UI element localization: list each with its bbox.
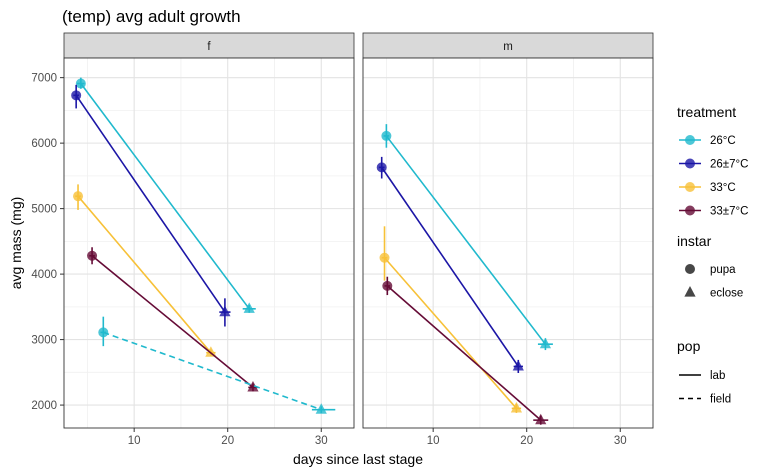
legend-label-treatment: 26°C xyxy=(710,135,736,147)
x-tick-label: 30 xyxy=(315,435,328,447)
data-point-eclose xyxy=(535,413,547,425)
x-tick-label: 20 xyxy=(221,435,234,447)
facet-strip-label-m: m xyxy=(503,41,513,53)
y-axis: 2000 3000 4000 5000 6000 7000 xyxy=(31,73,64,412)
y-axis-label: avg mass (mg) xyxy=(8,197,24,290)
y-tick-label: 6000 xyxy=(31,138,57,150)
data-point-pupa xyxy=(71,90,82,101)
legend-key-point xyxy=(685,135,695,145)
series-line-26°C-lab xyxy=(385,135,547,345)
series-line-33±7°C-lab xyxy=(386,285,542,421)
data-point-pupa xyxy=(381,130,392,141)
data-point-eclose xyxy=(243,302,255,313)
x-tick-label: 30 xyxy=(614,435,627,447)
grid-m xyxy=(363,58,653,428)
legend-label-pop: field xyxy=(710,394,731,406)
y-tick-label: 2000 xyxy=(31,400,57,412)
legend-label-instar: pupa xyxy=(710,264,736,276)
panel-border-f xyxy=(63,57,355,429)
legend-title-pop: pop xyxy=(677,338,701,354)
legend-key-triangle xyxy=(684,286,696,297)
y-tick-label: 4000 xyxy=(31,269,57,281)
x-tick-label: 10 xyxy=(128,435,141,447)
data-point-eclose xyxy=(247,380,259,392)
data-point-pupa xyxy=(379,252,390,263)
data-point-eclose xyxy=(512,359,524,371)
series-line-33°C-lab xyxy=(77,195,212,354)
data-point-eclose xyxy=(205,346,217,357)
legend-key-point xyxy=(685,158,695,169)
series-line-26±7°C-lab xyxy=(75,94,226,313)
series-line-26±7°C-lab xyxy=(381,166,519,367)
legend-key-circle xyxy=(685,264,695,274)
y-tick-label: 7000 xyxy=(31,73,57,85)
legend: treatment 26°C 26±7°C 33°C 33±7°C instar pupa e… xyxy=(677,104,748,406)
panel-background-m xyxy=(363,58,653,428)
facet-strip-label-f: f xyxy=(207,41,211,53)
y-tick-label: 5000 xyxy=(31,204,57,216)
data-point-eclose xyxy=(539,337,552,349)
series-line-33±7°C-lab xyxy=(91,255,254,389)
series-line-26°C-lab xyxy=(80,83,250,310)
legend-label-instar: eclose xyxy=(710,288,743,300)
x-axis: 10 20 30 10 20 30 xyxy=(128,428,627,447)
data-point-pupa xyxy=(73,191,84,202)
y-tick-label: 3000 xyxy=(31,335,57,347)
data-point-pupa xyxy=(98,327,109,338)
facet-panel-m: m xyxy=(362,32,654,429)
legend-label-treatment: 33±7°C xyxy=(710,206,748,218)
panel-border-m xyxy=(362,57,654,429)
data-point-pupa xyxy=(376,162,387,173)
legend-key-point xyxy=(685,205,695,216)
data-point-pupa xyxy=(382,280,393,291)
grid-f xyxy=(64,58,354,428)
data-point-eclose xyxy=(315,403,327,414)
marks-m xyxy=(376,124,553,425)
data-point-pupa xyxy=(75,78,86,89)
legend-label-treatment: 26±7°C xyxy=(710,159,748,171)
series-line-26°C-field xyxy=(103,331,322,411)
data-point-eclose xyxy=(510,401,523,413)
legend-title-instar: instar xyxy=(677,233,712,249)
legend-key-point xyxy=(685,182,695,192)
facet-strip-f xyxy=(63,32,355,59)
legend-label-pop: lab xyxy=(710,370,725,382)
facet-panel-f: f xyxy=(63,32,355,429)
data-point-eclose xyxy=(219,305,231,317)
panel-background-f xyxy=(64,58,354,428)
x-axis-label: days since last stage xyxy=(293,451,423,467)
marks-f xyxy=(71,77,336,414)
series-line-33°C-lab xyxy=(383,257,518,409)
x-tick-label: 10 xyxy=(427,435,440,447)
legend-title-treatment: treatment xyxy=(677,104,736,120)
x-tick-label: 20 xyxy=(520,435,533,447)
legend-label-treatment: 33°C xyxy=(710,182,736,194)
chart-title: (temp) avg adult growth xyxy=(62,7,241,26)
data-point-pupa xyxy=(87,250,98,261)
